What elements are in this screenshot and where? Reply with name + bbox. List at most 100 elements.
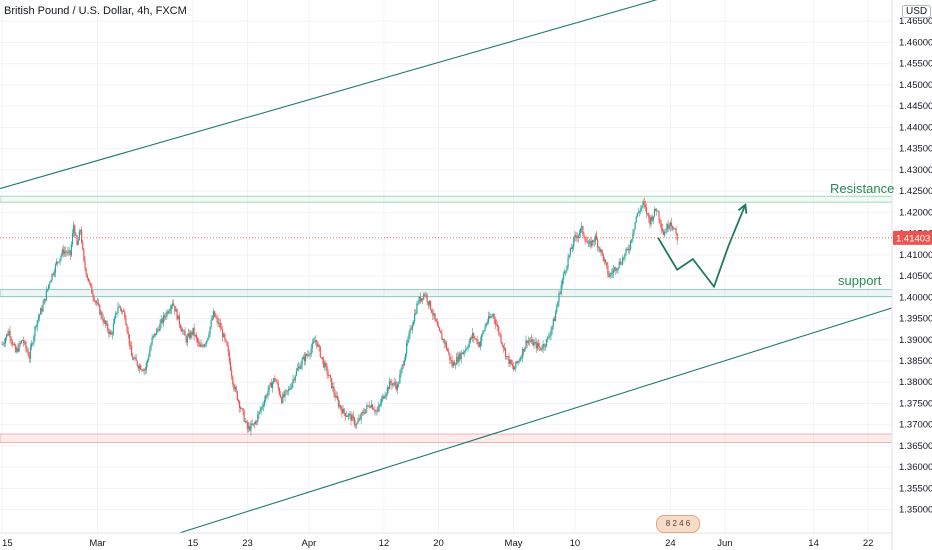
candle-body <box>194 334 196 336</box>
candle-body <box>560 284 562 294</box>
candle-body <box>593 241 595 243</box>
candle-body <box>459 353 461 360</box>
candle-body <box>115 312 117 318</box>
candle-body <box>371 404 374 410</box>
candle-body <box>449 353 451 360</box>
candle-body <box>29 347 32 359</box>
candle-body <box>518 360 520 362</box>
candle-body <box>527 340 529 344</box>
currency-badge[interactable]: USD <box>902 5 932 18</box>
candle-body <box>427 301 429 305</box>
candle-body <box>161 319 163 323</box>
candle-body <box>110 331 112 335</box>
candle-body <box>241 408 243 410</box>
candle-body <box>545 339 548 347</box>
candle-body <box>539 346 541 348</box>
candle-body <box>623 258 625 259</box>
projection-line <box>657 204 747 289</box>
candle-body <box>232 376 234 384</box>
candle-body <box>91 285 93 294</box>
candle-body <box>188 333 191 338</box>
candle-body <box>119 306 121 309</box>
candle-body <box>520 357 523 359</box>
candle-body <box>316 340 318 347</box>
candle-body <box>315 340 317 342</box>
candle-body <box>65 251 67 253</box>
candle-body <box>525 340 527 348</box>
candle-body <box>401 364 403 370</box>
candle-body <box>69 250 71 256</box>
candle-body <box>344 412 346 417</box>
candle-body <box>601 249 603 254</box>
candle-body <box>282 394 284 403</box>
candle-body <box>258 411 260 415</box>
events-badge[interactable]: 8 2 4 6 <box>656 515 700 533</box>
candle-body <box>145 363 147 370</box>
candle-body <box>602 253 604 261</box>
candle-body <box>309 354 311 356</box>
candle-body <box>266 395 268 397</box>
candle-body <box>265 395 267 400</box>
time-axis[interactable]: 15 Mar 15 23 Apr 12 20 May 10 24 Jun 14 22 <box>0 532 892 549</box>
candle-body <box>654 208 657 211</box>
candle-body <box>669 222 671 227</box>
candle-body <box>384 396 386 399</box>
candle-body <box>271 382 274 389</box>
y-tick-label: 1.38500 <box>899 356 932 367</box>
candle-body <box>163 315 166 318</box>
candle-body <box>308 354 310 356</box>
candle-body <box>641 205 643 209</box>
x-tick-label: 14 <box>808 538 819 549</box>
candle-body <box>649 217 651 225</box>
candle-body <box>570 248 573 250</box>
candle-body <box>181 328 183 332</box>
candle-body <box>184 330 186 336</box>
candle-body <box>458 353 460 362</box>
y-tick-label: 1.40500 <box>899 271 932 282</box>
candle-body <box>300 364 302 369</box>
candle-body <box>278 388 280 395</box>
candle-body <box>575 235 577 237</box>
candle-body <box>578 233 581 236</box>
candle-body <box>256 421 258 423</box>
price-tag-text: 1.41403 <box>896 233 930 244</box>
candle-body <box>544 346 546 347</box>
candle-body <box>348 414 350 417</box>
candle-body <box>402 364 404 366</box>
candle-body <box>71 233 74 245</box>
candle-body <box>627 248 629 251</box>
candle-body <box>289 389 291 390</box>
candle-body <box>356 423 358 426</box>
candle-body <box>514 367 516 370</box>
candle-body <box>58 262 60 264</box>
candle-body <box>126 325 128 332</box>
candle-body <box>494 319 496 325</box>
symbol-title[interactable]: British Pound / U.S. Dollar, 4h, FXCM <box>4 5 187 17</box>
candle-body <box>361 412 363 414</box>
candle-body <box>293 379 295 381</box>
candle-body <box>298 366 300 369</box>
candle-body <box>198 342 200 344</box>
candle-body <box>476 338 478 344</box>
candle-body <box>536 343 538 349</box>
candle-body <box>127 331 129 335</box>
candle-body <box>152 335 154 338</box>
candle-body <box>219 322 221 328</box>
candle-body <box>251 423 253 425</box>
y-tick-label: 1.41000 <box>899 250 932 261</box>
candle-body <box>497 325 499 327</box>
candle-body <box>445 342 448 350</box>
candle-body <box>142 370 144 372</box>
candle-body <box>112 323 115 334</box>
y-tick-label: 1.45500 <box>899 59 932 70</box>
x-tick-label: 15 <box>188 538 199 549</box>
price-axis[interactable]: 1.35000 1.35500 1.36000 1.36500 1.37000 1.375… <box>891 0 932 550</box>
y-tick-label: 1.39500 <box>899 314 932 325</box>
candle-body <box>262 405 265 407</box>
candle-body <box>366 405 368 410</box>
candle-body <box>643 201 645 205</box>
candle-body <box>138 365 141 369</box>
candle-body <box>400 369 402 375</box>
candle-body <box>109 331 111 335</box>
